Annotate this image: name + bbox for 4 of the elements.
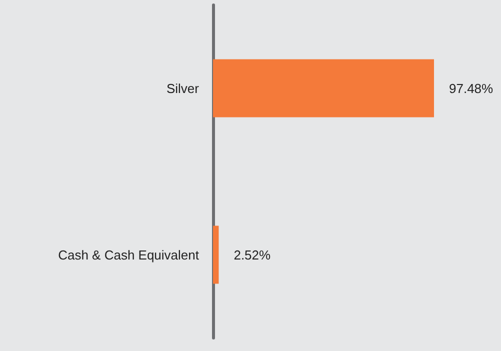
y-tick-label: Silver <box>166 80 200 96</box>
y-tick-label: Cash & Cash Equivalent <box>58 247 200 262</box>
data-label: 2.52% <box>234 247 272 262</box>
data-label: 97.48% <box>449 80 494 96</box>
